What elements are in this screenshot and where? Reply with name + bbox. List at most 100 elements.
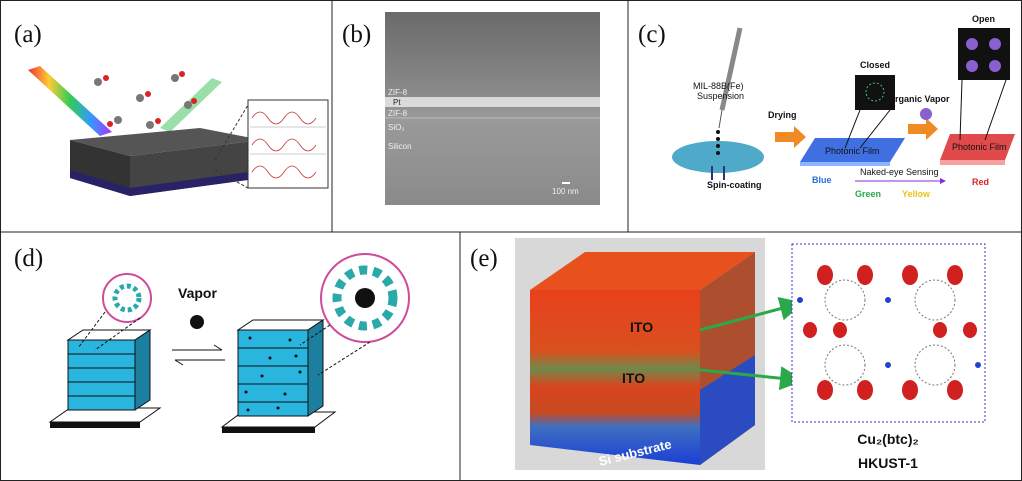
decoration [260, 374, 264, 378]
decoration [989, 38, 1001, 50]
label: Drying [768, 110, 797, 120]
decoration [77, 311, 106, 349]
decoration [67, 339, 136, 355]
panel-label: (d) [14, 245, 43, 272]
decoration [940, 160, 1005, 165]
decoration [844, 109, 861, 149]
decoration [885, 297, 891, 303]
label: Naked-eye Sensing [860, 167, 939, 177]
decoration [914, 279, 956, 321]
decoration [700, 355, 755, 465]
decoration [885, 362, 891, 368]
panel-label: (e) [470, 245, 498, 272]
panel-e-art [515, 238, 986, 470]
decoration [276, 406, 280, 410]
label: Red [972, 177, 989, 187]
decoration [800, 138, 905, 162]
decoration [902, 265, 918, 285]
decoration [984, 79, 1007, 141]
label: Green [855, 189, 881, 199]
label: Photonic Film [952, 142, 1007, 152]
label: ITO [622, 370, 645, 386]
decoration [933, 322, 947, 338]
layer-label: Silicon [388, 142, 412, 151]
decoration [136, 94, 144, 102]
decoration [298, 370, 302, 374]
decoration [920, 108, 932, 120]
decoration [155, 118, 161, 124]
decoration [530, 252, 755, 290]
decoration [251, 165, 317, 179]
decoration [237, 365, 309, 385]
decoration [28, 66, 112, 136]
decoration [718, 109, 723, 129]
decoration [251, 138, 317, 152]
decoration [719, 27, 743, 111]
decoration [797, 297, 803, 303]
decoration [716, 144, 720, 148]
decoration [817, 265, 833, 285]
decoration [908, 118, 938, 140]
decoration [672, 141, 764, 173]
decoration [947, 380, 963, 400]
decoration [332, 265, 398, 331]
decoration [959, 79, 963, 141]
decoration [716, 137, 720, 141]
decoration [857, 380, 873, 400]
label: MIL-88B(Fe) [693, 81, 744, 91]
decoration [859, 109, 891, 149]
decoration [902, 380, 918, 400]
decoration [824, 344, 866, 386]
decoration [146, 121, 154, 129]
decoration [966, 60, 978, 72]
decoration [250, 126, 326, 155]
decoration [114, 116, 122, 124]
decoration [179, 71, 185, 77]
decoration [775, 126, 806, 148]
panel-label: (b) [342, 21, 371, 48]
decoration [803, 265, 977, 400]
decoration [244, 390, 248, 394]
decoration [94, 317, 141, 351]
decoration [94, 74, 192, 129]
decoration [940, 134, 1015, 160]
decoration [237, 329, 309, 349]
decoration [307, 319, 324, 417]
decoration [803, 322, 817, 338]
decoration [237, 383, 309, 403]
decoration [251, 111, 317, 125]
label: Organic Vapor [888, 94, 950, 104]
decoration [174, 359, 225, 366]
layer-label: Pt [393, 98, 401, 107]
panel-label: (a) [14, 21, 42, 48]
sem-image [385, 12, 600, 205]
label: Blue [812, 175, 832, 185]
panel-c-art [672, 27, 1015, 184]
decoration [222, 427, 315, 433]
pt-band [385, 97, 600, 107]
decoration [134, 329, 151, 411]
decoration [865, 82, 885, 102]
decoration [855, 75, 895, 110]
decoration [103, 71, 197, 127]
decoration [107, 121, 113, 127]
decoration [103, 75, 109, 81]
label: ITO [630, 319, 653, 335]
decoration [817, 380, 833, 400]
decoration [246, 408, 250, 412]
label: Spin-coating [707, 180, 762, 190]
panel-a-art [28, 66, 329, 196]
decoration [67, 381, 136, 397]
decoration [711, 166, 725, 180]
decoration [251, 111, 317, 179]
decoration [699, 366, 804, 391]
decoration [283, 392, 287, 396]
decoration [947, 265, 963, 285]
decoration [67, 339, 136, 411]
decoration [355, 288, 375, 308]
decoration [214, 169, 249, 189]
decoration [833, 322, 847, 338]
decoration [800, 162, 890, 166]
decoration [530, 290, 700, 465]
decoration [824, 279, 866, 321]
